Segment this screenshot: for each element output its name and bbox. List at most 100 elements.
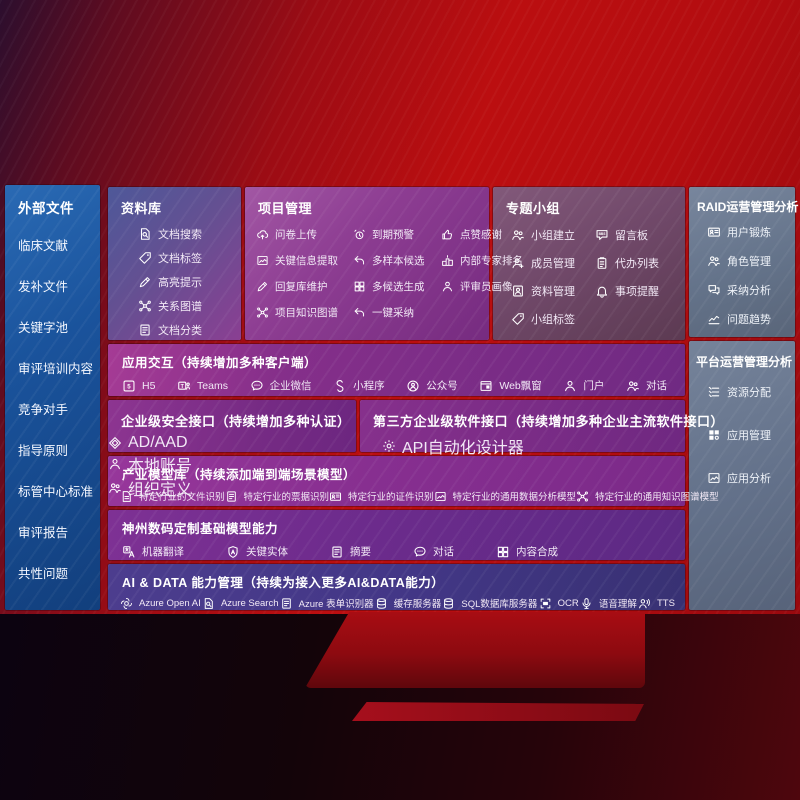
list-item: 竞争对手 xyxy=(18,403,69,417)
thirdparty-items: API自动化设计器 xyxy=(360,434,685,458)
feature-label: 多样本候选 xyxy=(372,255,425,267)
feature-item: 资料管理 xyxy=(511,283,595,299)
panel-title: 专题小组 xyxy=(506,201,561,216)
feature-item: 企业微信 xyxy=(250,378,312,393)
feature-item: 内容合成 xyxy=(496,544,558,559)
chat-icon xyxy=(413,545,427,559)
thumbs-up-icon xyxy=(441,228,454,241)
feature-item: 公众号 xyxy=(406,378,458,393)
feature-label: 高亮提示 xyxy=(158,277,202,289)
id-card-icon xyxy=(329,490,342,503)
id-card-icon xyxy=(707,225,721,239)
ai-data-band: AI & DATA 能力管理（持续为接入更多AI&DATA能力） Azure O… xyxy=(108,564,685,610)
feature-item: 回复库维护 xyxy=(256,279,353,294)
band-title: 企业级安全接口（持续增加多种认证） xyxy=(121,414,351,429)
feature-label: 事项提醒 xyxy=(615,286,659,298)
miniprogram-icon xyxy=(333,379,347,393)
ad-diamond-icon xyxy=(108,436,122,450)
list-item: 临床文献 xyxy=(18,239,69,253)
feature-item: OCR xyxy=(539,597,579,610)
feature-label: 组织定义 xyxy=(128,482,193,499)
feature-item: 关键信息提取 xyxy=(256,253,353,268)
reply-arrow-icon xyxy=(353,254,366,267)
adopt-arrow-icon xyxy=(353,306,366,319)
feature-item: SQL数据库服务器 xyxy=(442,596,537,610)
feature-item: Web飘窗 xyxy=(479,378,542,393)
feature-item: 文档搜索 xyxy=(138,226,235,242)
enterprise-security-band: 企业级安全接口（持续增加多种认证） AD/AAD 本地账号 组织定义 xyxy=(108,400,356,499)
feature-label: 小组标签 xyxy=(531,314,575,326)
api-gear-icon xyxy=(382,439,396,453)
panel-title: 项目管理 xyxy=(258,201,313,216)
feature-label: 资料管理 xyxy=(531,286,575,298)
resource-list-icon xyxy=(707,385,721,399)
feature-item: 缓存服务器 xyxy=(375,596,441,610)
feature-label: 采纳分析 xyxy=(727,285,771,297)
list-item: 发补文件 xyxy=(18,280,69,294)
person-icon xyxy=(441,280,454,293)
feature-label: 内部专家排名 xyxy=(460,255,523,267)
feature-label: 应用管理 xyxy=(727,430,771,442)
feature-item: TTS xyxy=(638,597,675,610)
feature-label: 文档标签 xyxy=(158,253,202,265)
external-files-panel: 外部文件 临床文献 发补文件 关键字池 审评培训内容 竞争对手 指导原则 标管中… xyxy=(5,185,100,610)
tts-icon xyxy=(638,597,651,610)
feature-item: 用户锻炼 xyxy=(707,224,795,240)
raid-items: 用户锻炼 角色管理 采纳分析 问题趋势 xyxy=(689,219,795,327)
feature-label: Azure Open AI xyxy=(139,597,201,609)
panel-title: 资料库 xyxy=(121,201,162,216)
panel-title: 平台运营管理分析 xyxy=(696,355,793,369)
official-account-icon xyxy=(406,379,420,393)
invoice-icon xyxy=(225,490,238,503)
band-title: 应用交互（持续增加多种客户端） xyxy=(122,356,318,370)
people-icon xyxy=(511,228,525,242)
list-item: 标管中心标准 xyxy=(18,485,94,499)
feature-item: 特定行业的票据识别 xyxy=(225,489,329,503)
feature-label: OCR xyxy=(557,597,579,609)
pen-icon xyxy=(256,280,269,293)
feature-item: 特定行业的通用数据分析模型 xyxy=(434,489,576,503)
feature-label: 对话 xyxy=(645,380,667,392)
feature-label: 回复库维护 xyxy=(275,281,328,293)
feature-label: API自动化设计器 xyxy=(402,440,524,457)
list-item: 审评报告 xyxy=(18,526,69,540)
todo-list-icon xyxy=(595,256,609,270)
feature-item: 多候选生成 xyxy=(353,279,441,294)
feature-item: Teams xyxy=(177,379,228,393)
h5-icon xyxy=(122,379,136,393)
interaction-items: H5 Teams 企业微信 小程序 公众号 Web飘窗 门户 对话 xyxy=(108,371,685,393)
feature-label: 项目知识图谱 xyxy=(275,307,338,319)
feature-item: 到期预警 xyxy=(353,227,441,242)
feature-label: 语音理解 xyxy=(598,599,637,610)
feature-label: 留言板 xyxy=(615,230,648,242)
project-management-panel: 项目管理 问卷上传 到期预警 点赞感谢 关键信息提取 多样本候选 内部专家排名 … xyxy=(245,187,523,340)
feature-item: 本地账号 xyxy=(108,452,356,476)
feature-item: 小程序 xyxy=(333,378,385,393)
data-model-icon xyxy=(434,490,447,503)
feature-item: 高亮提示 xyxy=(138,274,235,290)
feature-label: 门户 xyxy=(583,380,605,392)
feature-item: 对话 xyxy=(413,544,454,559)
feature-label: 关键信息提取 xyxy=(275,255,338,267)
feature-label: 问卷上传 xyxy=(275,229,317,241)
feature-label: Azure Search xyxy=(220,597,279,609)
feature-item: 应用管理 xyxy=(707,427,795,443)
compose-grid-icon xyxy=(496,545,510,559)
list-item: 关键字池 xyxy=(18,321,69,335)
summary-doc-icon xyxy=(330,545,344,559)
feature-label: 本地账号 xyxy=(128,458,193,475)
sql-db-icon xyxy=(442,597,455,610)
feature-item: 采纳分析 xyxy=(707,282,795,298)
feature-item: 门户 xyxy=(563,378,604,393)
ocr-icon xyxy=(539,597,552,610)
industry-model-band: 产业模型库（持续添加端到端场景模型） 特定行业的文件识别 特定行业的票据识别 特… xyxy=(108,456,719,506)
trend-chart-icon xyxy=(707,312,721,326)
raid-analysis-panel: RAID运营管理分析 用户锻炼 角色管理 采纳分析 问题趋势 xyxy=(689,187,798,337)
cache-server-icon xyxy=(375,597,388,610)
feature-label: 企业微信 xyxy=(269,380,312,392)
feature-item: 一键采纳 xyxy=(353,305,441,320)
external-files-list: 临床文献 发补文件 关键字池 审评培训内容 竞争对手 指导原则 标管中心标准 审… xyxy=(5,219,100,582)
feature-label: 特定行业的文件识别 xyxy=(139,492,225,503)
base-model-band: 神州数码定制基础模型能力 机器翻译 关键实体 摘要 对话 内容合成 xyxy=(108,510,685,560)
feature-item: 机器翻译 xyxy=(122,544,184,559)
